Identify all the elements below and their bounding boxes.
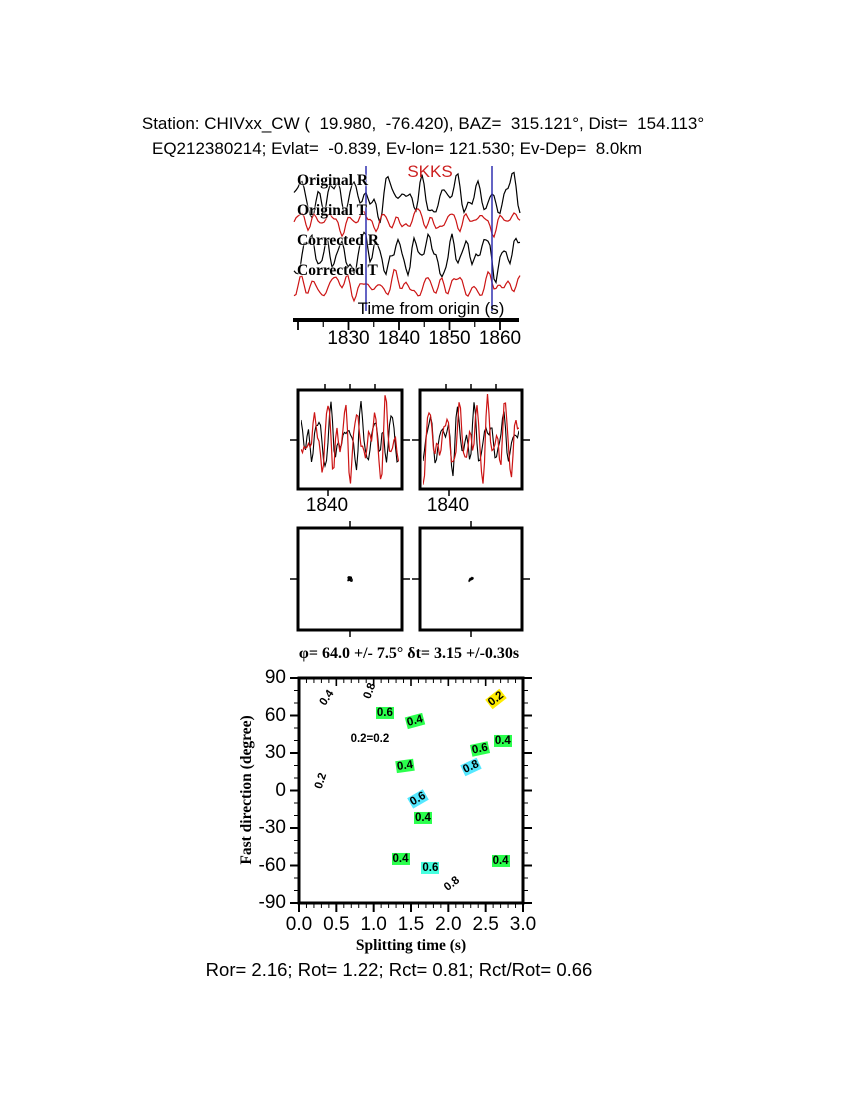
contour-label: 0.4 bbox=[395, 758, 415, 773]
x-tick-label: 1.0 bbox=[360, 914, 387, 935]
trace-label-original-t: Original T bbox=[297, 202, 367, 219]
contour-label: 0.6 bbox=[421, 861, 440, 875]
contour-label: 0.4 bbox=[493, 734, 512, 747]
x-tick-label: 0.5 bbox=[323, 914, 350, 935]
station-header: Station: CHIVxx_CW ( 19.980, -76.420), B… bbox=[141, 114, 705, 133]
x-tick-label: 3.0 bbox=[509, 914, 537, 935]
phase-label: SKKS bbox=[407, 162, 453, 181]
contour-label: 0.4 bbox=[391, 853, 410, 866]
contour-title: φ= 64.0 +/- 7.5° δt= 3.15 +/-0.30s bbox=[298, 645, 520, 662]
zoom-box-left-tick-label: 1840 bbox=[305, 495, 349, 516]
time-tick-label: 1860 bbox=[478, 328, 522, 349]
trace-label-original-r: Original R bbox=[297, 172, 369, 189]
contour-label: 0.4 bbox=[491, 854, 510, 867]
time-tick-label: 1840 bbox=[377, 328, 421, 349]
y-tick-label: -60 bbox=[258, 854, 286, 876]
time-tick-label: 1850 bbox=[428, 328, 471, 349]
result-stats-line: Ror= 2.16; Rot= 1.22; Rct= 0.81; Rct/Rot… bbox=[205, 959, 593, 980]
y-tick-label: 90 bbox=[264, 667, 286, 688]
x-tick-label: 0.0 bbox=[285, 914, 313, 935]
contour-ylabel: Fast direction (degree) bbox=[238, 715, 255, 865]
x-tick-label: 2.0 bbox=[435, 914, 462, 935]
time-axis-label: Time from origin (s) bbox=[357, 299, 505, 318]
contour-label: 0.6 bbox=[375, 706, 394, 720]
time-tick-label: 1830 bbox=[327, 328, 370, 349]
contour-xlabel: Splitting time (s) bbox=[355, 937, 467, 954]
zoom-box-right-tick-label: 1840 bbox=[426, 495, 470, 516]
y-tick-label: 60 bbox=[264, 704, 286, 726]
trace-label-corrected-r: Corrected R bbox=[297, 232, 379, 249]
contour-label: 0.4 bbox=[413, 811, 432, 825]
y-tick-label: -30 bbox=[258, 817, 286, 838]
x-tick-label: 1.5 bbox=[397, 914, 425, 935]
contour-label: 0.2=0.2 bbox=[350, 733, 390, 746]
y-tick-label: 0 bbox=[275, 779, 286, 801]
event-header: EQ212380214; Evlat= -0.839, Ev-lon= 121.… bbox=[151, 139, 643, 158]
trace-label-corrected-t: Corrected T bbox=[297, 262, 378, 279]
y-tick-label: -90 bbox=[258, 892, 286, 913]
y-tick-label: 30 bbox=[264, 742, 286, 763]
x-tick-label: 2.5 bbox=[472, 914, 499, 935]
